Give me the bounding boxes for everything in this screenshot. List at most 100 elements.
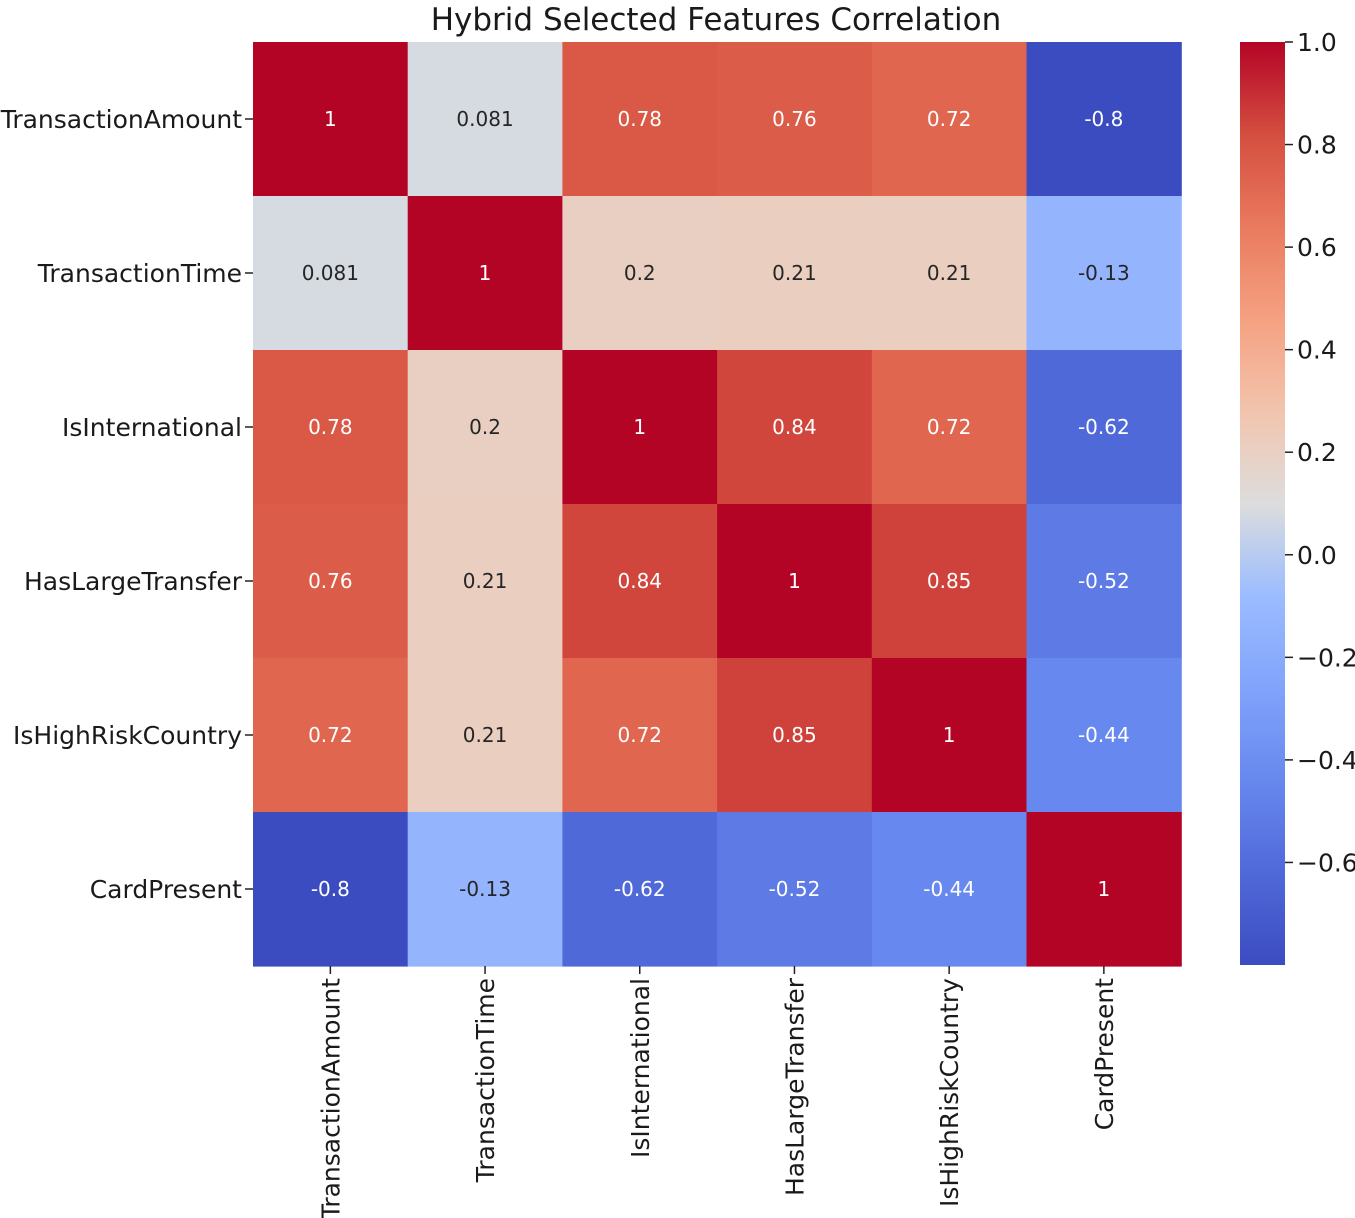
cell-value-label: -0.52 xyxy=(769,877,821,901)
heatmap-cell-r4-c4 xyxy=(871,658,1028,813)
heatmap-cell-r2-c3 xyxy=(717,350,873,505)
heatmap-cell-r2-c2 xyxy=(562,350,718,505)
colorbar-gradient xyxy=(1240,42,1285,965)
cell-value-label: -0.44 xyxy=(923,877,975,901)
heatmap-cell-r0-c4 xyxy=(871,42,1028,197)
colorbar-tick-label: 0.6 xyxy=(1297,233,1337,262)
cell-value-label: -0.13 xyxy=(1078,261,1130,285)
heatmap-cell-r1-c4 xyxy=(871,196,1028,351)
cell-value-label: 0.72 xyxy=(927,107,972,131)
cell-value-label: -0.8 xyxy=(311,877,350,901)
cell-value-label: 1 xyxy=(479,261,492,285)
cell-value-label: 0.21 xyxy=(927,261,972,285)
cell-value-label: 0.21 xyxy=(772,261,817,285)
heatmap-cells: 1 0.081 0.78 0.76 0.72 -0.80.081 1 0.2 0.21 0.21-… xyxy=(253,42,1182,967)
colorbar-tick-label: 0.4 xyxy=(1297,336,1337,365)
cell-value-label: 1 xyxy=(324,107,337,131)
column-label: HasLargeTransfer xyxy=(780,977,809,1196)
cell-value-label: -0.52 xyxy=(1078,569,1130,593)
heatmap-cell-r3-c2 xyxy=(562,504,718,659)
heatmap-cell-r3-c4 xyxy=(871,504,1028,659)
heatmap-cell-r4-c0 xyxy=(253,658,409,813)
column-label: CardPresent xyxy=(1090,978,1119,1130)
cell-value-label: 1 xyxy=(788,569,801,593)
colorbar-tick-label: −0.6 xyxy=(1297,848,1355,877)
heatmap-cell-r2-c5 xyxy=(1026,350,1182,505)
chart-title: Hybrid Selected Features Correlation xyxy=(431,2,1002,38)
cell-value-label: 1 xyxy=(943,723,956,747)
cell-value-label: 0.78 xyxy=(617,107,662,131)
column-label: IsHighRiskCountry xyxy=(935,978,964,1207)
row-label: TransactionAmount xyxy=(0,105,242,134)
cell-value-label: 0.85 xyxy=(772,723,817,747)
heatmap-cell-r5-c5 xyxy=(1026,812,1182,967)
cell-value-label: 0.72 xyxy=(927,415,972,439)
heatmap-cell-r0-c3 xyxy=(717,42,873,197)
heatmap-cell-r4-c1 xyxy=(407,658,563,813)
heatmap-cell-r1-c0 xyxy=(253,196,409,351)
heatmap-cell-r1-c2 xyxy=(562,196,718,351)
colorbar-tick-label: −0.2 xyxy=(1297,643,1355,672)
cell-value-label: 0.21 xyxy=(463,569,508,593)
cell-value-label: 0.72 xyxy=(617,723,662,747)
heatmap-cell-r3-c0 xyxy=(253,504,409,659)
heatmap-cell-r2-c4 xyxy=(871,350,1028,505)
colorbar-tick-label: 0.0 xyxy=(1297,541,1337,570)
cell-value-label: 0.2 xyxy=(624,261,656,285)
heatmap-cell-r4-c3 xyxy=(717,658,873,813)
column-label: TransactionTime xyxy=(471,978,500,1183)
colorbar-tick-label: 0.8 xyxy=(1297,131,1337,160)
cell-value-label: -0.62 xyxy=(1078,415,1130,439)
cell-value-label: 0.76 xyxy=(308,569,353,593)
heatmap-cell-r0-c5 xyxy=(1026,42,1182,197)
heatmap-cell-r2-c1 xyxy=(407,350,563,505)
row-labels: TransactionAmount TransactionTime IsIntern… xyxy=(0,105,253,904)
cell-value-label: -0.8 xyxy=(1084,107,1123,131)
heatmap-cell-r5-c4 xyxy=(871,812,1028,967)
heatmap-cell-r5-c0 xyxy=(253,812,409,967)
heatmap-cell-r5-c2 xyxy=(562,812,718,967)
heatmap-cell-r0-c0 xyxy=(253,42,409,197)
column-label: IsInternational xyxy=(626,978,655,1158)
cell-value-label: 0.081 xyxy=(456,107,513,131)
heatmap-cell-r0-c1 xyxy=(407,42,563,197)
column-label: TransactionAmount xyxy=(316,978,345,1218)
cell-value-label: 0.85 xyxy=(927,569,972,593)
colorbar: 1.0 0.8 0.6 0.4 0.2 0.0 −0.2 −0.4 −0.6 xyxy=(1240,28,1355,965)
cell-value-label: 0.84 xyxy=(772,415,817,439)
heatmap-cell-r3-c1 xyxy=(407,504,563,659)
heatmap-cell-r1-c5 xyxy=(1026,196,1182,351)
heatmap-cell-r2-c0 xyxy=(253,350,409,505)
heatmap-cell-r3-c3 xyxy=(717,504,873,659)
row-label: HasLargeTransfer xyxy=(24,567,243,596)
cell-value-label: 1 xyxy=(633,415,646,439)
row-label: IsInternational xyxy=(62,413,242,442)
colorbar-tick-label: 1.0 xyxy=(1297,28,1337,57)
heatmap-cell-r3-c5 xyxy=(1026,504,1182,659)
row-label: IsHighRiskCountry xyxy=(13,721,242,750)
cell-value-label: 0.2 xyxy=(469,415,501,439)
heatmap-cell-r5-c3 xyxy=(717,812,873,967)
cell-value-label: 0.76 xyxy=(772,107,817,131)
cell-value-label: 0.21 xyxy=(463,723,508,747)
colorbar-tick-label: −0.4 xyxy=(1297,746,1355,775)
heatmap-cell-r1-c1 xyxy=(407,196,563,351)
cell-value-label: 0.84 xyxy=(617,569,662,593)
heatmap-cell-r0-c2 xyxy=(562,42,718,197)
heatmap-cell-r1-c3 xyxy=(717,196,873,351)
cell-value-label: 1 xyxy=(1097,877,1110,901)
cell-value-label: -0.62 xyxy=(614,877,666,901)
cell-value-label: 0.72 xyxy=(308,723,353,747)
cell-value-label: 0.78 xyxy=(308,415,353,439)
cell-value-label: -0.13 xyxy=(459,877,511,901)
row-label: TransactionTime xyxy=(37,259,242,288)
cell-value-label: -0.44 xyxy=(1078,723,1130,747)
cell-value-label: 0.081 xyxy=(302,261,359,285)
heatmap-cell-r5-c1 xyxy=(407,812,563,967)
column-labels: TransactionAmount TransactionTime IsIntern… xyxy=(316,966,1119,1218)
heatmap-cell-r4-c2 xyxy=(562,658,718,813)
colorbar-tick-label: 0.2 xyxy=(1297,438,1337,467)
row-label: CardPresent xyxy=(90,875,242,904)
heatmap-cell-r4-c5 xyxy=(1026,658,1182,813)
